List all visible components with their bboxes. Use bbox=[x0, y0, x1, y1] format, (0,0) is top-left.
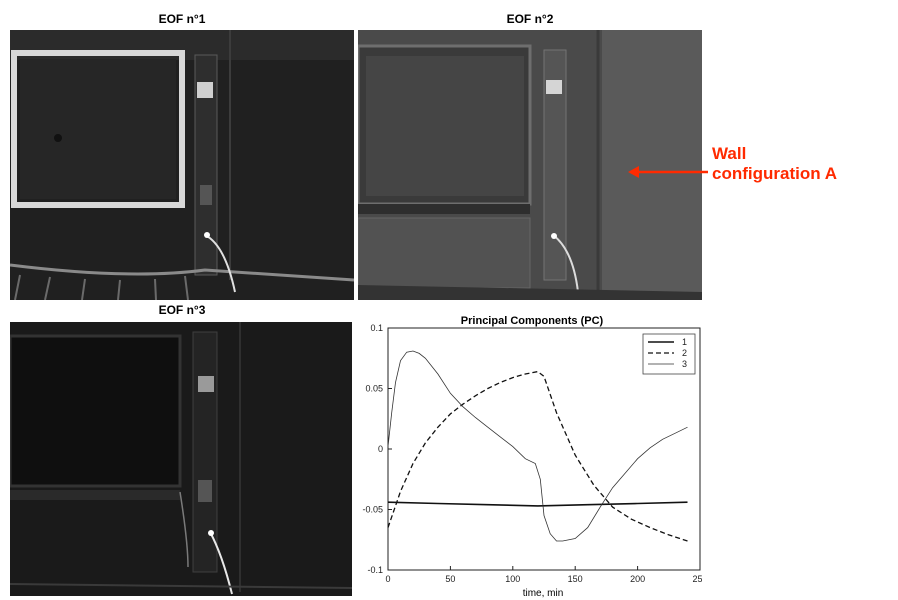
annotation-line2: configuration A bbox=[712, 164, 837, 183]
eof3-image bbox=[10, 322, 352, 596]
series-line-2 bbox=[387, 370, 688, 542]
eof1-title: EOF n°1 bbox=[158, 12, 206, 26]
legend-box bbox=[642, 333, 696, 375]
y-tick-label: 0.1 bbox=[370, 323, 383, 333]
annotation-line1: Wall bbox=[712, 144, 747, 163]
y-tick-label: -0.05 bbox=[362, 505, 383, 515]
series-line-1 bbox=[387, 501, 688, 507]
chart-title: Principal Components (PC) bbox=[461, 315, 604, 327]
x-tick-label: 150 bbox=[568, 574, 583, 584]
x-tick-label: 250 bbox=[692, 574, 702, 584]
y-tick-label: -0.1 bbox=[367, 565, 383, 575]
series-line-3 bbox=[387, 350, 688, 542]
eof2-title: EOF n°2 bbox=[506, 12, 554, 26]
eof3-title: EOF n°3 bbox=[158, 303, 206, 317]
y-tick-label: 0 bbox=[378, 444, 383, 454]
eof2-image bbox=[358, 30, 702, 300]
legend-label-1: 1 bbox=[682, 337, 687, 347]
legend: 123 bbox=[642, 333, 696, 375]
annotation-arrow bbox=[628, 166, 708, 178]
y-tick-label: 0.05 bbox=[365, 384, 383, 394]
legend-label-3: 3 bbox=[682, 359, 687, 369]
x-tick-label: 50 bbox=[445, 574, 455, 584]
principal-components-chart: Principal Components (PC) 0 50 100 150 200 25… bbox=[362, 315, 702, 599]
legend-label-2: 2 bbox=[682, 348, 687, 358]
x-tick-label: 0 bbox=[385, 574, 390, 584]
x-axis-label: time, min bbox=[523, 588, 564, 599]
x-tick-label: 100 bbox=[505, 574, 520, 584]
wall-configuration-label: Wall configuration A bbox=[712, 144, 837, 184]
eof1-image bbox=[10, 30, 354, 300]
x-tick-label: 200 bbox=[630, 574, 645, 584]
